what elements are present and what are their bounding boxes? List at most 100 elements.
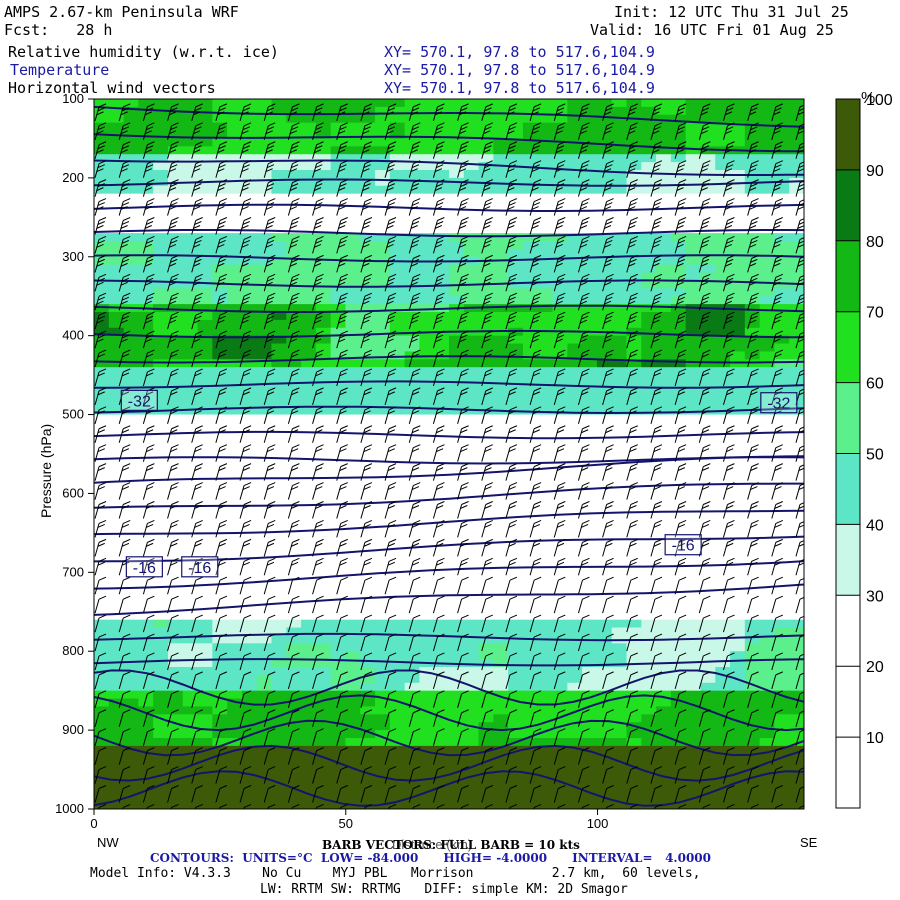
- rh-cell: [94, 493, 110, 502]
- rh-cell: [596, 122, 613, 132]
- barb-flag: [290, 126, 299, 131]
- rh-cell: [94, 193, 110, 203]
- rh-cell: [138, 596, 154, 605]
- rh-cell: [493, 722, 509, 731]
- rh-cell: [567, 351, 583, 360]
- rh-cell: [730, 556, 746, 566]
- rh-cell: [345, 572, 361, 581]
- barb-shaft: [239, 106, 245, 122]
- rh-cell: [700, 572, 716, 581]
- rh-cell: [522, 225, 539, 234]
- rh-cell: [167, 777, 184, 786]
- rh-cell: [182, 335, 199, 345]
- rh-cell: [463, 248, 480, 258]
- rh-cell: [508, 548, 524, 558]
- rh-cell: [182, 304, 199, 313]
- rh-cell: [212, 611, 228, 621]
- rh-cell: [596, 761, 613, 771]
- rh-cell: [404, 706, 421, 715]
- rh-cell: [478, 209, 494, 218]
- rh-cell: [730, 698, 746, 708]
- rh-cell: [138, 122, 154, 132]
- rh-cell: [330, 485, 347, 495]
- rh-cell: [434, 793, 450, 802]
- rh-cell: [478, 217, 494, 226]
- barb-flag: [123, 141, 131, 146]
- rh-cell: [582, 580, 598, 589]
- rh-cell: [315, 241, 332, 250]
- rh-cell: [167, 801, 184, 809]
- rh-cell: [478, 477, 494, 487]
- barb-shaft: [722, 163, 728, 178]
- rh-cell: [700, 367, 716, 376]
- rh-cell: [360, 706, 376, 715]
- rh-cell: [626, 99, 642, 108]
- rh-cell: [301, 438, 317, 447]
- rh-cell: [656, 651, 672, 660]
- rh-cell: [493, 304, 509, 313]
- barb-shaft: [650, 125, 656, 140]
- rh-cell: [759, 469, 776, 479]
- rh-cell: [167, 769, 184, 779]
- barb-flag: [603, 149, 612, 154]
- rh-cell: [241, 477, 258, 487]
- rh-cell: [138, 785, 154, 794]
- rh-cell: [271, 667, 287, 676]
- rh-cell: [537, 146, 554, 155]
- rh-cell: [389, 690, 406, 700]
- rh-cell: [419, 572, 435, 581]
- barb-flag: [362, 168, 370, 173]
- rh-cell: [641, 509, 657, 518]
- rh-cell: [656, 359, 672, 368]
- rh-cell: [315, 414, 332, 424]
- rh-cell: [759, 517, 776, 526]
- rh-cell: [626, 501, 642, 510]
- rh-cell: [227, 422, 243, 431]
- rh-cell: [153, 414, 169, 424]
- rh-cell: [537, 343, 554, 353]
- rh-cell: [685, 564, 702, 573]
- rh-cell: [685, 319, 702, 329]
- rh-cell: [389, 801, 406, 809]
- rh-cell: [182, 777, 199, 786]
- rh-cell: [360, 406, 376, 416]
- rh-cell: [508, 793, 524, 802]
- rh-cell: [582, 272, 598, 282]
- rh-cell: [360, 745, 376, 755]
- rh-cell: [94, 682, 110, 692]
- rh-cell: [419, 319, 435, 329]
- rh-cell: [94, 177, 110, 187]
- rh-cell: [774, 256, 790, 266]
- rh-cell: [360, 217, 376, 226]
- rh-cell: [153, 272, 169, 282]
- rh-cell: [271, 114, 287, 124]
- barb-flag: [458, 111, 467, 116]
- rh-cell: [123, 777, 139, 786]
- rh-cell: [167, 170, 184, 179]
- barb-flag: [725, 164, 734, 169]
- rh-cell: [508, 454, 524, 463]
- rh-cell: [552, 414, 568, 424]
- rh-cell: [508, 525, 524, 534]
- rh-cell: [493, 793, 509, 802]
- rh-cell: [360, 185, 376, 195]
- rh-cell: [330, 730, 347, 739]
- rh-cell: [241, 690, 258, 700]
- rh-cell: [537, 99, 554, 108]
- rh-cell: [94, 753, 110, 763]
- barb-flag: [339, 126, 347, 131]
- barb-flag: [676, 130, 684, 135]
- wind-barb: [287, 141, 300, 159]
- barb-flag: [194, 126, 202, 131]
- rh-cell: [789, 327, 804, 337]
- rh-cell: [744, 375, 761, 384]
- rh-cell: [774, 185, 790, 195]
- rh-cell: [508, 438, 524, 447]
- rh-cell: [493, 233, 509, 242]
- rh-cell: [108, 509, 125, 518]
- rh-cell: [94, 745, 110, 755]
- rh-cell: [715, 225, 731, 234]
- rh-cell: [138, 738, 154, 747]
- rh-cell: [522, 122, 539, 132]
- rh-cell: [197, 248, 213, 258]
